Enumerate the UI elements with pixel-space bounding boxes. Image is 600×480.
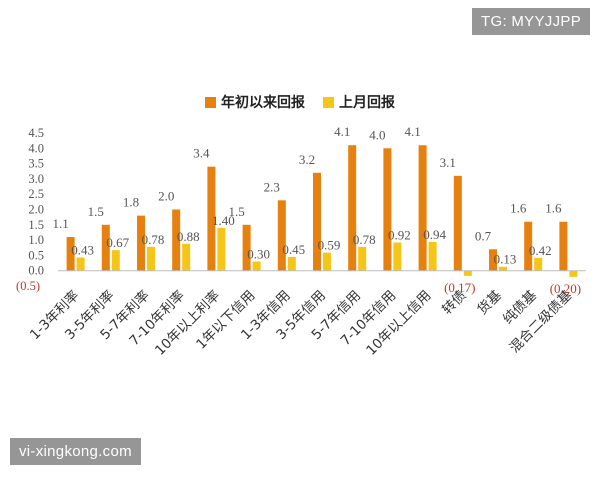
data-label-last-month: 0.45	[282, 242, 305, 257]
data-label-last-month: 0.30	[247, 247, 270, 262]
bar-last-month-return	[147, 246, 155, 271]
y-tick-label: 0.0	[28, 264, 44, 278]
legend-swatch-series-1	[205, 96, 216, 108]
legend-label-series-2: 上月回报	[339, 95, 395, 111]
data-label-last-month: 0.78	[353, 232, 376, 247]
data-label-ytd: 2.0	[158, 189, 174, 204]
x-category-label: 货基	[474, 286, 505, 317]
bar-ytd-return	[66, 237, 75, 271]
data-label-ytd: 1.6	[510, 201, 527, 216]
data-label-last-month: (0.20)	[550, 281, 581, 296]
data-label-last-month: 0.94	[423, 227, 446, 242]
data-label-last-month: 0.59	[318, 238, 341, 253]
bar-last-month-return	[358, 246, 367, 271]
data-label-ytd: 3.2	[299, 152, 315, 167]
data-label-ytd: 1.6	[545, 201, 562, 216]
data-label-ytd: 1.1	[52, 216, 68, 231]
y-tick-label: 0.5	[28, 248, 44, 262]
data-label-last-month: 0.88	[177, 229, 200, 244]
chart-legend: 年初以来回报 上月回报	[0, 92, 600, 112]
data-label-last-month: 0.43	[71, 243, 94, 258]
watermark-top: TG: MYYJJPP	[472, 8, 590, 35]
bar-last-month-return	[252, 261, 261, 271]
bar-ytd-return	[277, 200, 286, 271]
bar-last-month-return	[428, 241, 437, 271]
bar-last-month-return	[287, 256, 296, 271]
bar-last-month-return	[182, 243, 191, 271]
data-label-ytd: 4.1	[404, 124, 420, 139]
bar-ytd-return	[172, 209, 181, 271]
data-label-last-month: 1.40	[212, 213, 235, 228]
bar-ytd-return	[524, 221, 533, 271]
bar-ytd-return	[137, 215, 145, 271]
bar-last-month-return	[76, 257, 85, 271]
data-label-last-month: 0.78	[142, 232, 165, 247]
bar-last-month-return	[463, 270, 472, 276]
data-label-ytd: 1.8	[123, 195, 139, 210]
watermark-bottom: vi-xingkong.com	[10, 438, 141, 465]
legend-label-series-1: 年初以来回报	[221, 95, 305, 111]
bar-ytd-return	[383, 148, 392, 271]
data-label-ytd: 4.0	[369, 127, 385, 142]
bar-last-month-return	[534, 257, 543, 271]
data-label-ytd: 0.7	[475, 228, 492, 243]
data-label-ytd: 1.5	[88, 204, 104, 219]
bar-ytd-return	[207, 166, 216, 271]
bar-last-month-return	[569, 270, 578, 277]
y-tick-label: 3.5	[28, 157, 44, 171]
bar-last-month-return	[393, 242, 402, 271]
y-tick-label: (0.5)	[16, 279, 40, 293]
bar-ytd-return	[348, 145, 357, 271]
y-tick-label: 2.0	[28, 203, 44, 217]
legend-item-series-1: 年初以来回报	[205, 92, 305, 112]
bar-ytd-return	[559, 221, 568, 271]
data-label-ytd: 3.1	[440, 155, 456, 170]
y-tick-label: 1.5	[28, 218, 44, 232]
data-label-ytd: 2.3	[264, 179, 280, 194]
legend-item-series-2: 上月回报	[323, 92, 395, 112]
bar-ytd-return	[453, 175, 462, 271]
y-tick-label: 4.5	[28, 126, 44, 140]
y-tick-label: 2.5	[28, 187, 44, 201]
data-label-last-month: (0.17)	[444, 280, 475, 295]
y-tick-label: 4.0	[28, 141, 44, 155]
y-tick-label: 1.0	[28, 233, 44, 247]
y-tick-label: 3.0	[28, 172, 44, 186]
bar-last-month-return	[111, 250, 120, 271]
data-label-ytd: 4.1	[334, 124, 350, 139]
bar-ytd-return	[313, 172, 321, 271]
legend-swatch-series-2	[323, 96, 334, 108]
data-label-ytd: 1.5	[228, 204, 244, 219]
data-label-last-month: 0.92	[388, 228, 411, 243]
bar-last-month-return	[499, 266, 507, 271]
data-label-last-month: 0.67	[106, 235, 129, 250]
bar-ytd-return	[418, 145, 427, 271]
bar-ytd-return	[489, 249, 497, 271]
bar-last-month-return	[217, 227, 226, 271]
bar-ytd-return	[242, 224, 251, 271]
data-label-ytd: 3.4	[193, 146, 210, 161]
bar-last-month-return	[323, 252, 331, 271]
data-label-last-month: 0.42	[529, 243, 552, 258]
bar-ytd-return	[101, 224, 110, 271]
data-label-last-month: 0.13	[494, 252, 517, 267]
